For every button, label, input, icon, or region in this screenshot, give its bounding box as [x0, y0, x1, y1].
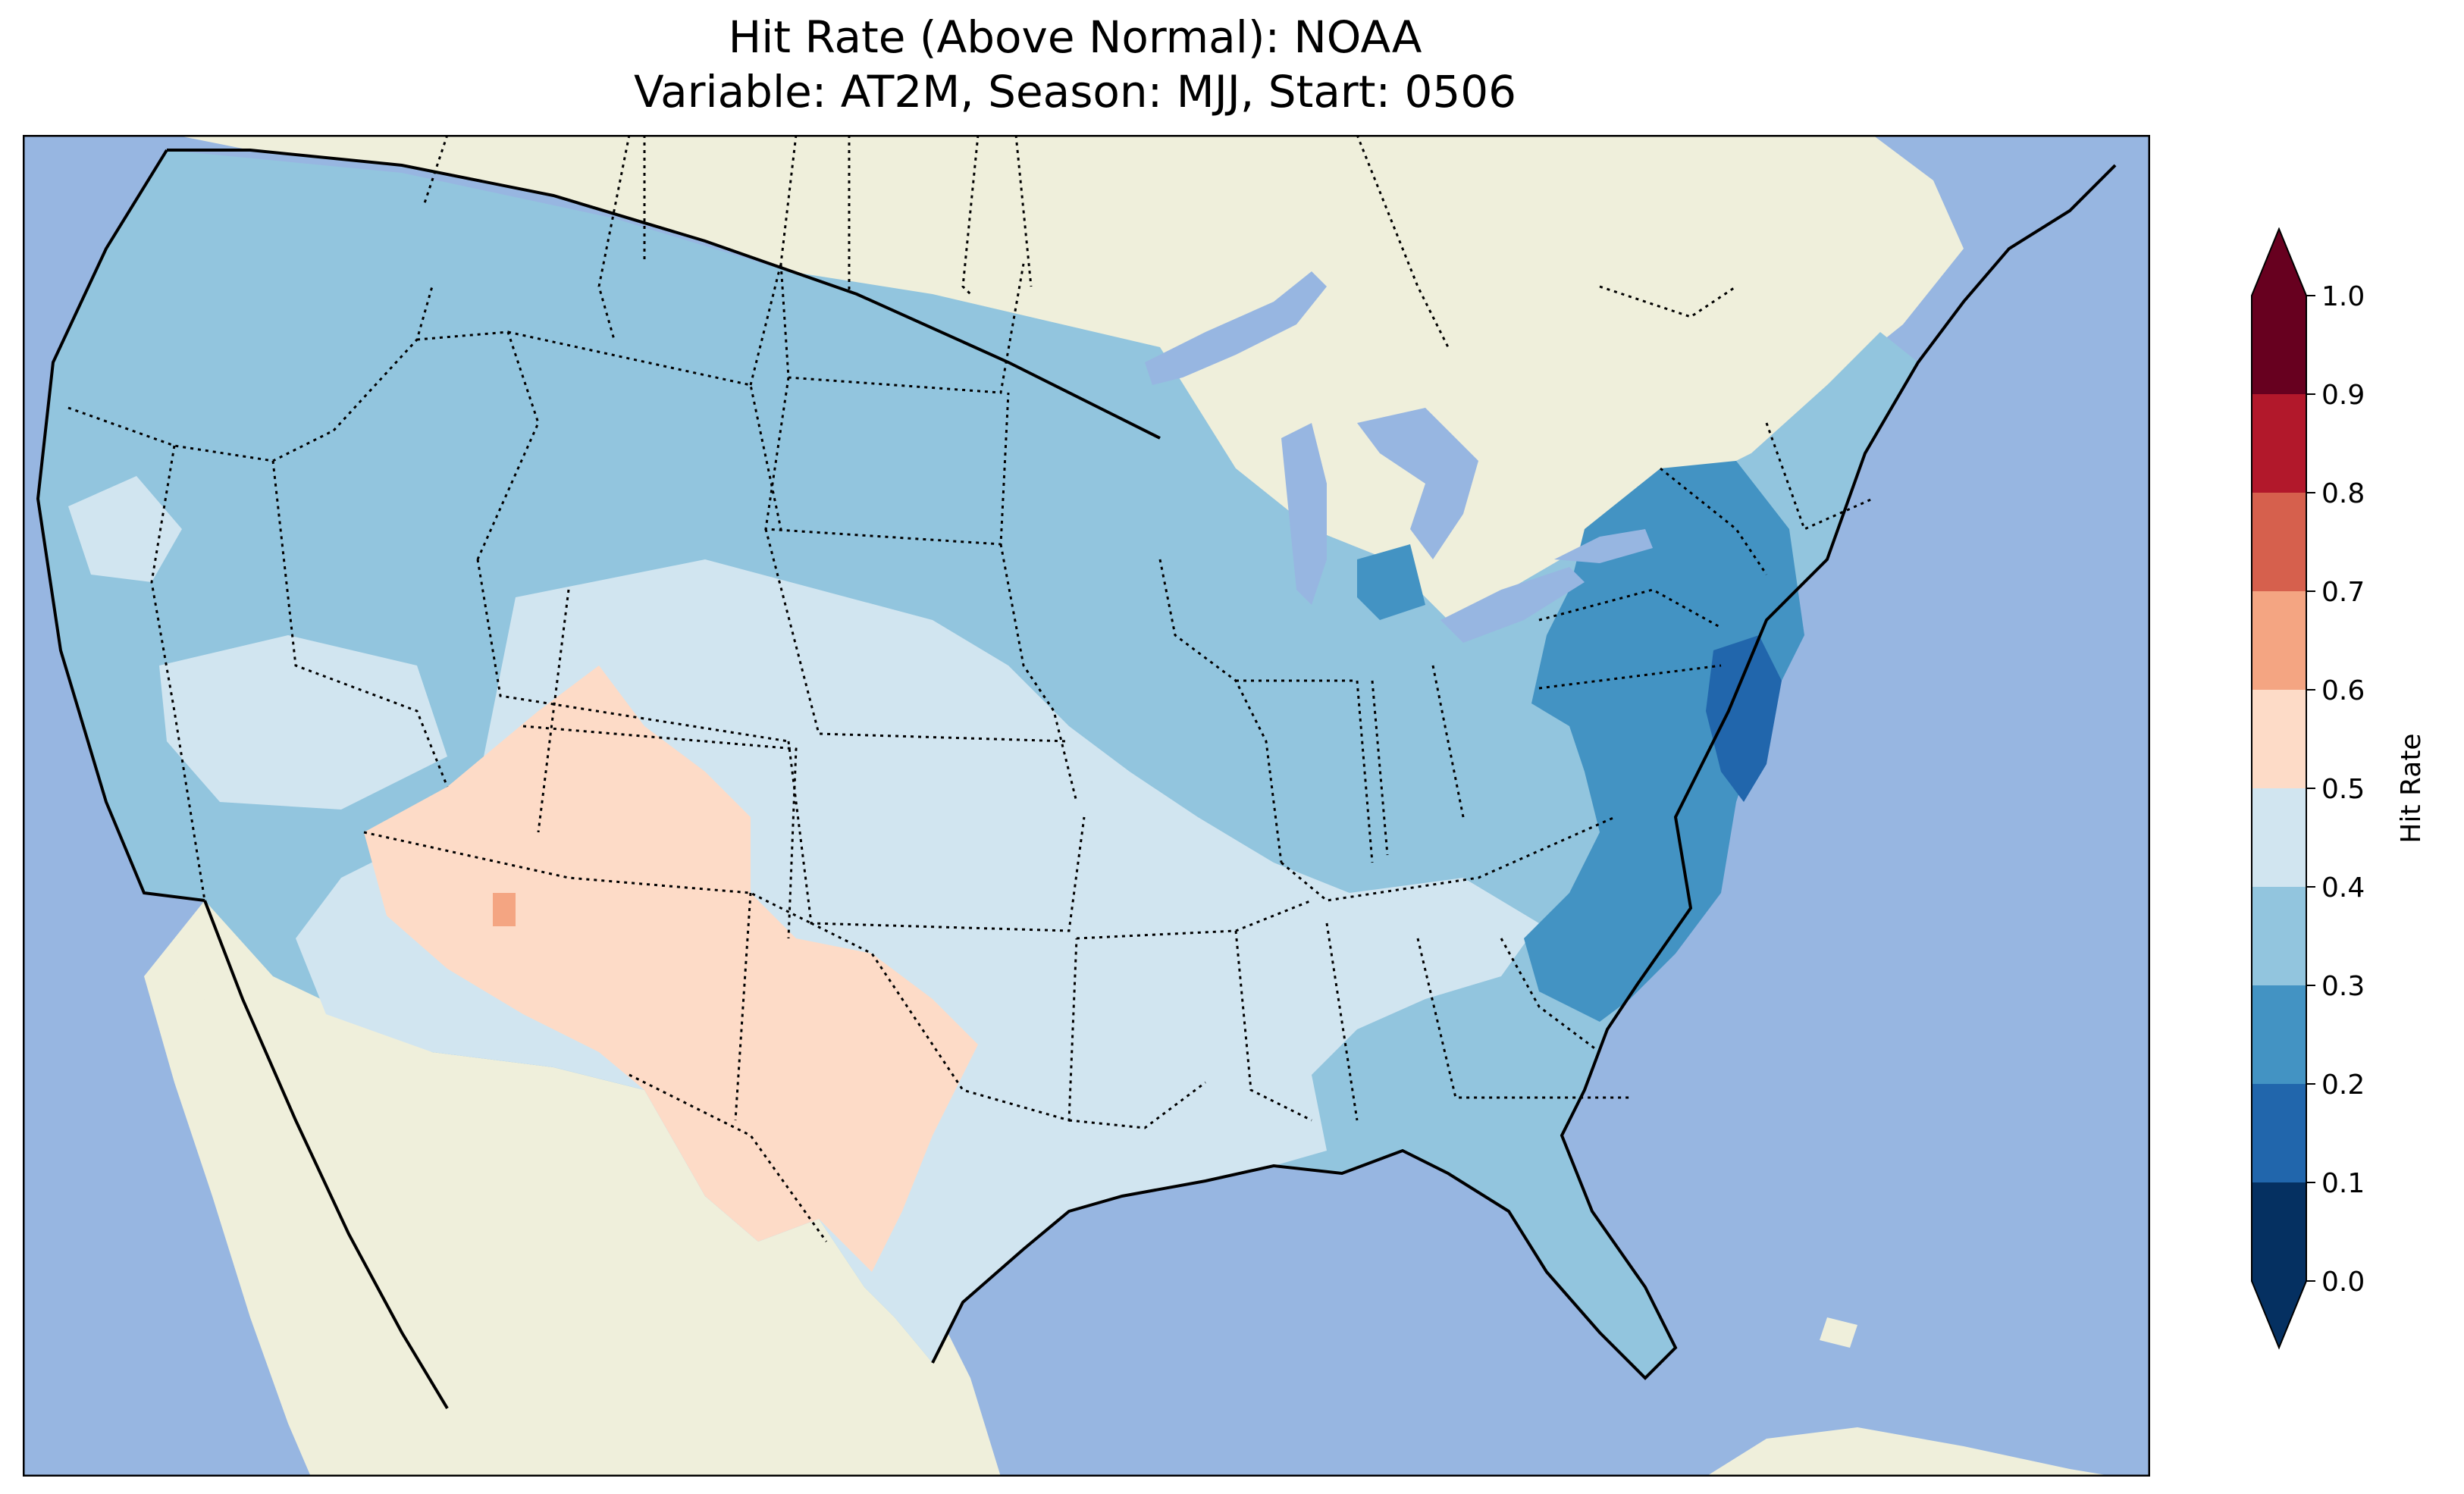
colorbar-under-extend [2252, 1281, 2306, 1348]
region-hitrate-04-05-west [159, 635, 447, 810]
colorbar-segment [2252, 493, 2306, 591]
colorbar-segment [2252, 788, 2306, 887]
colorbar-tick-label: 0.3 [2321, 971, 2365, 1002]
region-hitrate-02-03-michigan [1357, 544, 1425, 620]
lake-michigan [1281, 423, 1327, 605]
region-hitrate-02-03 [1524, 461, 1804, 1022]
colorbar-tick-label: 0.6 [2321, 675, 2365, 706]
map-frame [23, 135, 2150, 1477]
map-title: Hit Rate (Above Normal): NOAA [728, 11, 1422, 63]
region-hitrate-05-06 [364, 666, 978, 1272]
colorbar-tick-label: 0.8 [2321, 478, 2365, 509]
colorbar-tick-label: 0.5 [2321, 774, 2365, 805]
bahamas-island [1820, 1317, 1857, 1348]
colorbar-tick-label: 0.0 [2321, 1267, 2365, 1298]
colorbar-tick-label: 0.1 [2321, 1168, 2365, 1199]
map-subtitle: Variable: AT2M, Season: MJJ, Start: 0506 [633, 66, 1517, 117]
colorbar-tick-label: 0.2 [2321, 1070, 2365, 1101]
colorbar: 0.0 0.1 0.2 0.3 0.4 0.5 0.6 0.7 0.8 0.9 1.0 Hit Rat… [2251, 227, 2427, 1350]
colorbar-segment [2252, 296, 2306, 394]
colorbar-segment [2252, 1084, 2306, 1182]
colorbar-label: Hit Rate [2396, 733, 2427, 843]
map-panel [23, 135, 2150, 1477]
region-hitrate-01-02 [1706, 635, 1782, 802]
state-boundaries [67, 135, 1873, 1242]
colorbar-segment [2252, 394, 2306, 493]
colorbar-tick-label: 1.0 [2321, 281, 2365, 312]
cuba-island [1706, 1427, 2115, 1477]
colorbar-tick-label: 0.9 [2321, 380, 2365, 411]
colorbar-segment [2252, 1182, 2306, 1281]
region-hitrate-04-05-oregon [68, 476, 182, 582]
region-hitrate-06-07 [493, 893, 516, 926]
canada-boundaries [423, 135, 1737, 348]
coastlines [36, 149, 2117, 1410]
colorbar-segment [2252, 887, 2306, 985]
baja-peninsula [186, 900, 447, 1424]
lake-ontario [1554, 529, 1653, 563]
lake-huron [1357, 408, 1478, 559]
colorbar-segment [2252, 985, 2306, 1084]
colorbar-segment [2252, 591, 2306, 690]
lake-erie [1440, 567, 1585, 643]
colorbar-segment [2252, 690, 2306, 788]
lake-superior [1145, 271, 1327, 385]
colorbar-tick-label: 0.4 [2321, 872, 2365, 904]
colorbar-over-extend [2252, 229, 2306, 296]
colorbar-tick-label: 0.7 [2321, 577, 2365, 608]
mexico-land [144, 900, 1001, 1477]
